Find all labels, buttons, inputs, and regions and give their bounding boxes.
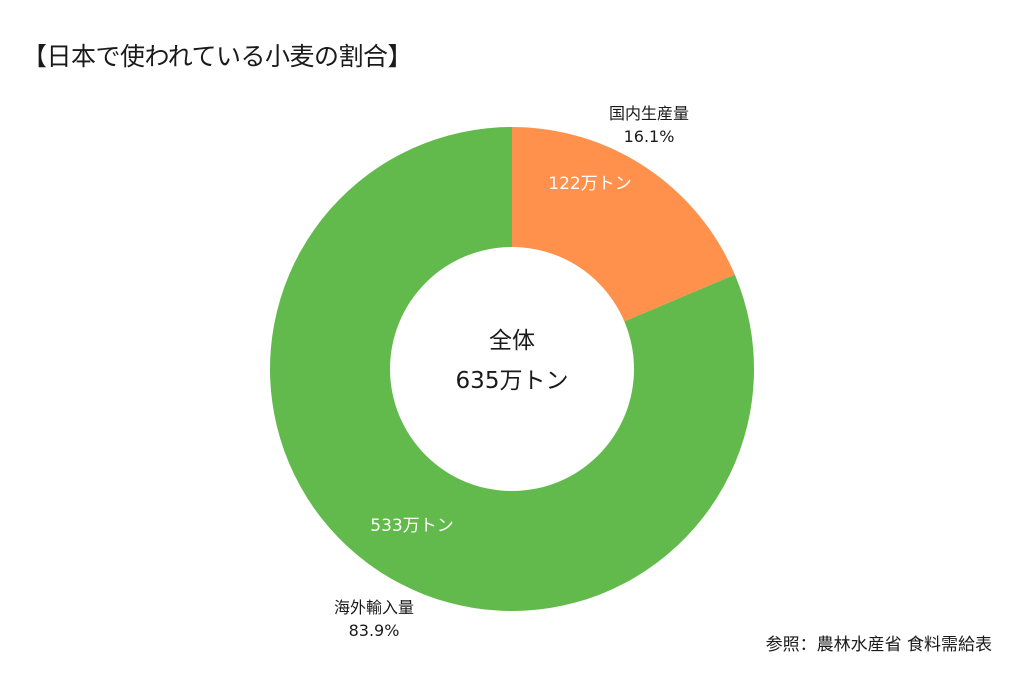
slice-percent-label-domestic: 16.1% [624,127,675,146]
chart-title: 【日本で使われている小麦の割合】 [22,42,413,71]
source-note: 参照：農林水産省 食料需給表 [765,635,992,655]
center-label-title: 全体 [489,328,535,354]
slice-percent-label-import: 83.9% [349,621,400,640]
slice-name-label-domestic: 国内生産量 [609,104,689,123]
slice-value-label-domestic: 122万トン [548,174,631,194]
center-label-total: 635万トン [456,368,569,394]
slice-name-label-import: 海外輸入量 [334,598,414,617]
donut-hole [390,247,634,491]
slice-value-label-import: 533万トン [370,516,453,536]
